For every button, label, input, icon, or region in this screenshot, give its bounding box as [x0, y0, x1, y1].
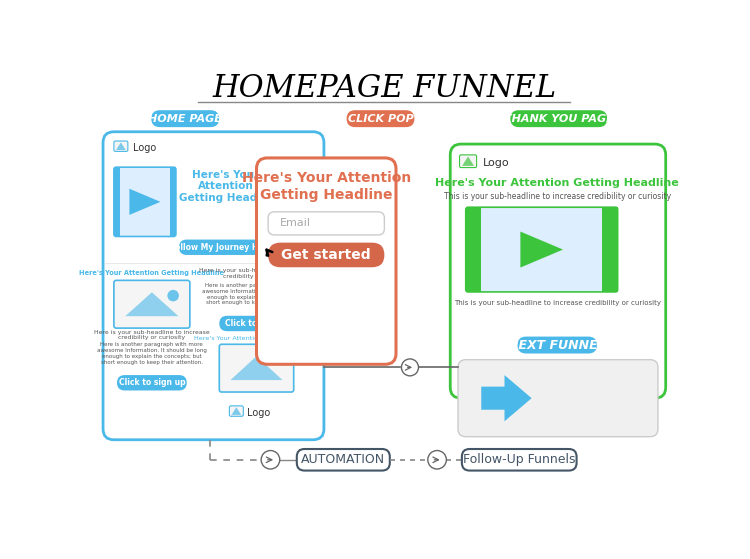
FancyBboxPatch shape — [268, 243, 384, 267]
Text: Here's Your Attention Getting Headline: Here's Your Attention Getting Headline — [80, 271, 224, 277]
Polygon shape — [230, 356, 283, 380]
FancyBboxPatch shape — [460, 155, 476, 168]
Polygon shape — [232, 408, 242, 415]
FancyBboxPatch shape — [219, 316, 297, 331]
FancyBboxPatch shape — [219, 344, 294, 392]
Text: Click to sign up: Click to sign up — [118, 378, 185, 387]
Polygon shape — [130, 189, 160, 215]
FancyBboxPatch shape — [518, 337, 597, 353]
FancyBboxPatch shape — [114, 281, 190, 328]
Text: AUTOMATION: AUTOMATION — [302, 453, 386, 466]
Circle shape — [427, 451, 446, 469]
Circle shape — [261, 451, 280, 469]
Text: HOME PAGE: HOME PAGE — [148, 113, 222, 124]
Text: CLICK POP: CLICK POP — [347, 113, 413, 124]
Text: Click to sign up: Click to sign up — [225, 319, 291, 328]
Text: Here's Your Attention Getting Headline: Here's Your Attention Getting Headline — [194, 335, 319, 340]
FancyBboxPatch shape — [462, 449, 577, 471]
FancyBboxPatch shape — [114, 167, 176, 236]
FancyBboxPatch shape — [117, 375, 187, 391]
Bar — [114, 167, 120, 236]
Text: Here is your sub-headline to increase
credibility or curiosity: Here is your sub-headline to increase cr… — [199, 268, 314, 279]
FancyBboxPatch shape — [466, 207, 618, 292]
FancyBboxPatch shape — [114, 141, 128, 151]
FancyBboxPatch shape — [450, 144, 666, 398]
Bar — [170, 167, 176, 236]
Polygon shape — [125, 292, 178, 316]
Text: Email: Email — [280, 219, 310, 229]
FancyBboxPatch shape — [103, 132, 324, 440]
Text: Follow-Up Funnels: Follow-Up Funnels — [463, 453, 575, 466]
Text: Here is another paragraph with more
awesome Information. It should be long
enoug: Here is another paragraph with more awes… — [202, 283, 311, 305]
FancyBboxPatch shape — [179, 240, 264, 255]
FancyBboxPatch shape — [458, 359, 658, 437]
Circle shape — [167, 290, 179, 301]
Bar — [602, 207, 618, 292]
FancyBboxPatch shape — [230, 406, 243, 416]
Bar — [466, 207, 481, 292]
Polygon shape — [462, 157, 474, 166]
FancyBboxPatch shape — [510, 110, 608, 127]
Circle shape — [401, 359, 418, 376]
FancyBboxPatch shape — [152, 110, 219, 127]
Text: Here is another paragraph with more
awesome Information. It should be long
enoug: Here is another paragraph with more awes… — [97, 342, 207, 364]
FancyBboxPatch shape — [346, 110, 415, 127]
Text: Logo: Logo — [133, 143, 156, 153]
Text: NEXT FUNNEL: NEXT FUNNEL — [509, 339, 606, 352]
Text: Here's Your Attention Getting Headline: Here's Your Attention Getting Headline — [435, 178, 679, 188]
Polygon shape — [520, 231, 563, 268]
Text: Get started: Get started — [281, 248, 371, 262]
Circle shape — [272, 354, 283, 365]
Text: Follow My Journey Here: Follow My Journey Here — [170, 243, 273, 252]
Text: Logo: Logo — [248, 408, 271, 418]
Text: Here is your sub-headline to increase
credibility or curiosity: Here is your sub-headline to increase cr… — [94, 330, 210, 340]
Text: Here's Your
Attention
Getting Headlin: Here's Your Attention Getting Headlin — [179, 170, 272, 203]
Text: Logo: Logo — [483, 158, 509, 168]
Text: This is your sub-headline to increase credibility or curiosity: This is your sub-headline to increase cr… — [454, 300, 661, 306]
FancyBboxPatch shape — [268, 212, 384, 235]
Text: This is your sub-headline to increase credibility or curiosity: This is your sub-headline to increase cr… — [444, 192, 670, 201]
FancyBboxPatch shape — [297, 449, 390, 471]
FancyBboxPatch shape — [256, 158, 396, 364]
Polygon shape — [482, 375, 532, 421]
Text: Here's Your Attention
Getting Headline: Here's Your Attention Getting Headline — [242, 171, 411, 202]
Text: THANK YOU PAGE: THANK YOU PAGE — [504, 113, 614, 124]
Text: HOMEPAGE FUNNEL: HOMEPAGE FUNNEL — [212, 73, 556, 104]
Polygon shape — [116, 143, 126, 150]
